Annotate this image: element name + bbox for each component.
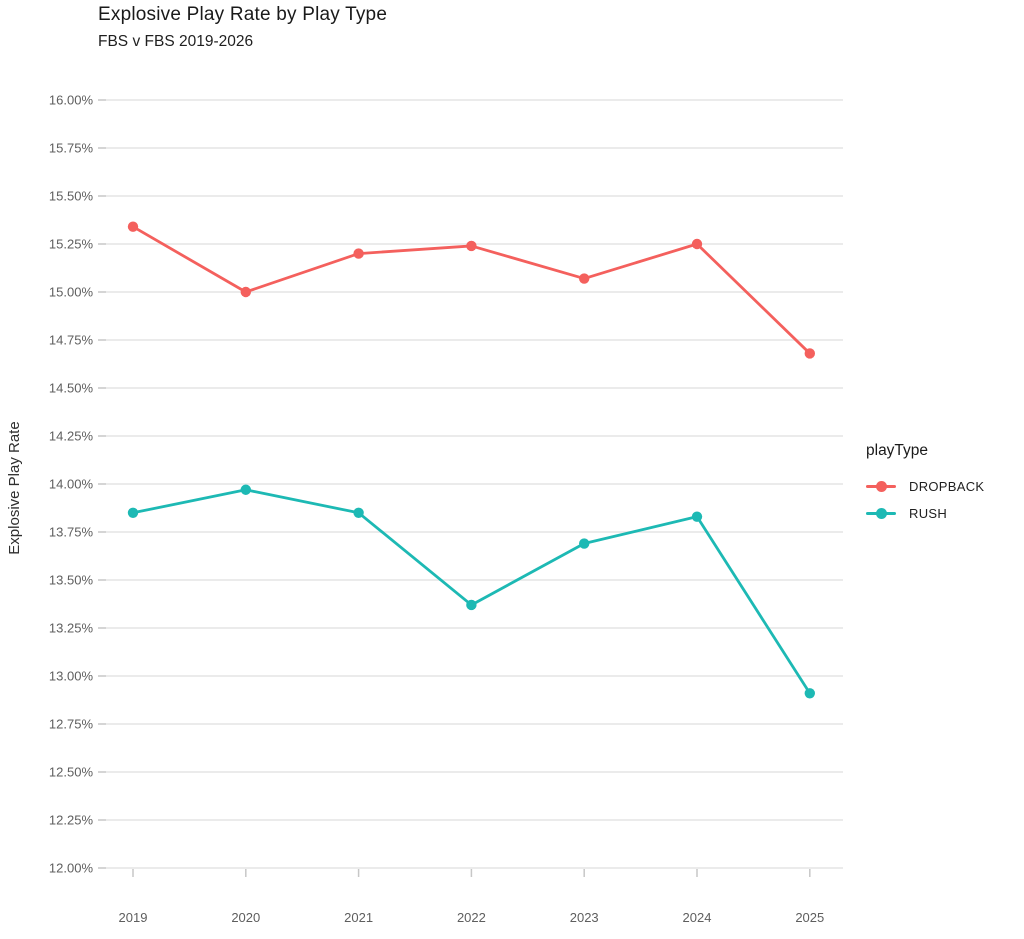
x-tick-label: 2019 bbox=[119, 910, 148, 925]
x-tick-label: 2022 bbox=[457, 910, 486, 925]
y-tick-label: 14.00% bbox=[49, 477, 94, 492]
data-point-dropback-2024 bbox=[691, 238, 703, 250]
x-tick-label: 2025 bbox=[795, 910, 824, 925]
data-point-rush-2023 bbox=[579, 538, 590, 549]
legend: playType DROPBACK RUSH bbox=[866, 442, 984, 530]
chart-title: Explosive Play Rate by Play Type bbox=[98, 4, 388, 25]
y-tick-label: 14.75% bbox=[49, 333, 94, 348]
legend-label-dropback: DROPBACK bbox=[909, 478, 985, 494]
chart-subtitle: FBS v FBS 2019-2026 bbox=[98, 33, 254, 50]
y-tick-label: 14.50% bbox=[49, 381, 94, 396]
legend-title: playType bbox=[866, 442, 929, 459]
y-tick-label: 12.50% bbox=[49, 765, 94, 780]
data-point-dropback-2023 bbox=[579, 273, 590, 284]
y-tick-label: 15.25% bbox=[49, 237, 94, 252]
x-tick-label: 2021 bbox=[344, 910, 373, 925]
data-point-dropback-2019 bbox=[127, 221, 139, 232]
y-tick-label: 15.50% bbox=[49, 189, 94, 204]
y-tick-label: 13.75% bbox=[49, 525, 94, 540]
rush-dot-swatch bbox=[875, 507, 887, 519]
data-point-dropback-2021 bbox=[353, 248, 364, 259]
y-tick-label: 15.00% bbox=[49, 285, 94, 300]
x-tick-label: 2023 bbox=[570, 910, 599, 925]
x-tick-label: 2024 bbox=[683, 910, 712, 925]
legend-label-rush: RUSH bbox=[909, 505, 948, 521]
y-tick-label: 12.25% bbox=[49, 813, 94, 828]
data-point-rush-2019 bbox=[127, 507, 139, 518]
y-tick-label: 13.25% bbox=[49, 621, 94, 636]
legend-item-dropback: DROPBACK bbox=[866, 476, 984, 496]
legend-item-rush: RUSH bbox=[866, 503, 984, 523]
y-tick-label: 12.00% bbox=[49, 861, 94, 876]
series-line-rush bbox=[131, 488, 812, 695]
data-point-rush-2022 bbox=[466, 599, 477, 611]
data-point-dropback-2025 bbox=[804, 348, 815, 359]
y-tick-label: 13.50% bbox=[49, 573, 94, 588]
data-point-rush-2025 bbox=[804, 688, 815, 699]
x-tick-label: 2020 bbox=[231, 910, 260, 925]
data-point-dropback-2022 bbox=[466, 240, 477, 252]
data-point-rush-2021 bbox=[353, 507, 364, 518]
dropback-line-dot-marker bbox=[866, 480, 896, 492]
data-point-rush-2020 bbox=[240, 484, 251, 495]
y-tick-label: 13.00% bbox=[49, 669, 94, 684]
y-tick-label: 12.75% bbox=[49, 717, 94, 732]
y-tick-label: 15.75% bbox=[49, 141, 94, 156]
data-point-dropback-2020 bbox=[240, 286, 251, 298]
data-point-rush-2024 bbox=[691, 511, 703, 522]
y-tick-label: 16.00% bbox=[49, 93, 94, 108]
y-tick-label: 14.25% bbox=[49, 429, 94, 444]
rush-line-dot-marker bbox=[866, 507, 896, 519]
dropback-dot-swatch bbox=[875, 480, 887, 492]
